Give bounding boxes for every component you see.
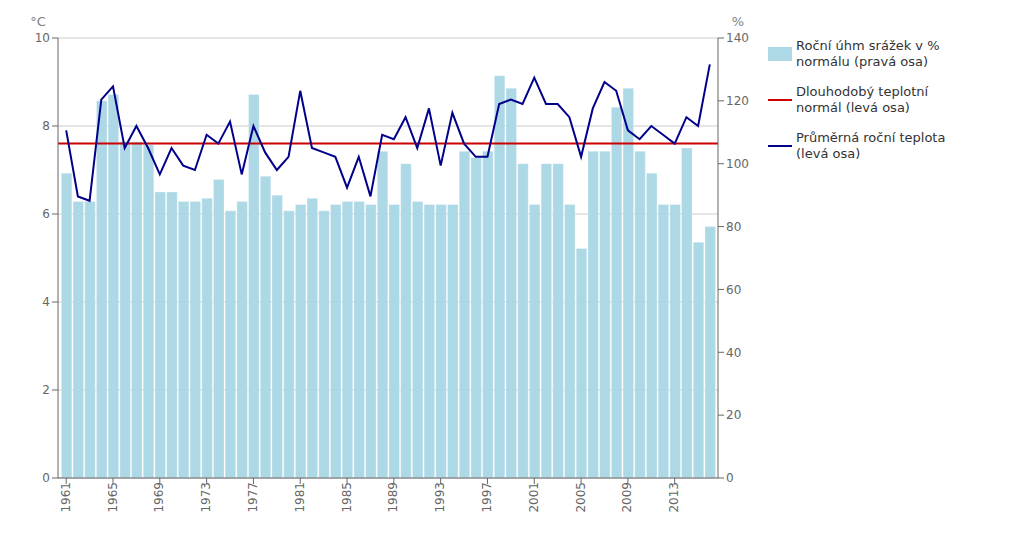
svg-text:°C: °C: [30, 14, 46, 29]
svg-text:6: 6: [42, 207, 50, 221]
svg-text:1961: 1961: [59, 482, 73, 513]
svg-text:60: 60: [726, 283, 741, 297]
svg-text:120: 120: [726, 94, 749, 108]
svg-text:2005: 2005: [574, 482, 588, 513]
html-text:Průměrná roční teplota (levá o: Průměrná roční teplota (levá osa): [796, 130, 946, 161]
svg-text:80: 80: [726, 220, 741, 234]
html-text:Roční úhm srážek v % normálu (: Roční úhm srážek v % normálu (pravá osa): [796, 38, 940, 69]
svg-text:20: 20: [726, 408, 741, 422]
svg-text:40: 40: [726, 346, 741, 360]
svg-text:1969: 1969: [152, 482, 166, 513]
svg-text:1997: 1997: [480, 482, 494, 513]
svg-text:2: 2: [42, 383, 50, 397]
svg-text:2009: 2009: [620, 482, 634, 513]
svg-text:2001: 2001: [527, 482, 541, 513]
svg-text:1981: 1981: [293, 482, 307, 513]
html-text:Dlouhodobý teplotní normál (le: Dlouhodobý teplotní normál (levá osa): [796, 84, 929, 115]
svg-text:1985: 1985: [340, 482, 354, 513]
svg-text:1965: 1965: [106, 482, 120, 513]
svg-text:140: 140: [726, 31, 749, 45]
svg-text:100: 100: [726, 157, 749, 171]
svg-text:10: 10: [35, 31, 50, 45]
svg-text:2013: 2013: [667, 482, 681, 513]
svg-text:%: %: [732, 14, 744, 29]
svg-text:1993: 1993: [433, 482, 447, 513]
svg-text:1989: 1989: [386, 482, 400, 513]
svg-text:1973: 1973: [199, 482, 213, 513]
svg-text:4: 4: [42, 295, 50, 309]
svg-text:8: 8: [42, 119, 50, 133]
svg-text:0: 0: [42, 471, 50, 485]
svg-text:0: 0: [726, 471, 734, 485]
svg-text:1977: 1977: [246, 482, 260, 513]
